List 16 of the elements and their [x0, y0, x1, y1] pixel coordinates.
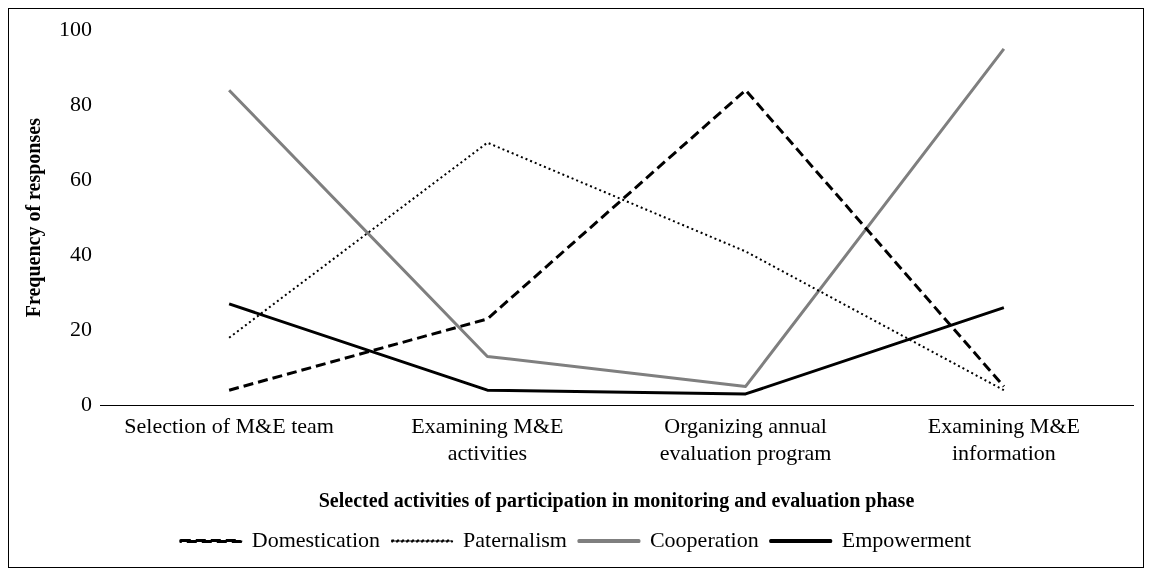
y-tick-label: 0: [81, 390, 92, 416]
legend-label: Paternalism: [463, 526, 567, 552]
y-tick-label: 20: [70, 315, 92, 341]
legend-label: Cooperation: [649, 526, 759, 552]
y-tick-label: 100: [59, 15, 92, 41]
y-tick-label: 80: [70, 90, 92, 116]
x-tick-label: Examining M&E activities: [411, 413, 564, 465]
x-axis-title: Selected activities of participation in monitoring and evaluation phase: [318, 489, 915, 513]
x-tick-label: Organizing annual evaluation program: [659, 413, 832, 465]
y-axis-title: Frequency of responses: [22, 117, 46, 318]
legend-label: Empowerment: [841, 526, 972, 552]
y-tick-label: 60: [70, 165, 92, 191]
legend-label: Domestication: [251, 526, 381, 552]
x-tick-label: Selection of M&E team: [124, 413, 334, 439]
x-tick-label: Examining M&E information: [927, 413, 1080, 465]
y-tick-label: 40: [70, 240, 92, 266]
